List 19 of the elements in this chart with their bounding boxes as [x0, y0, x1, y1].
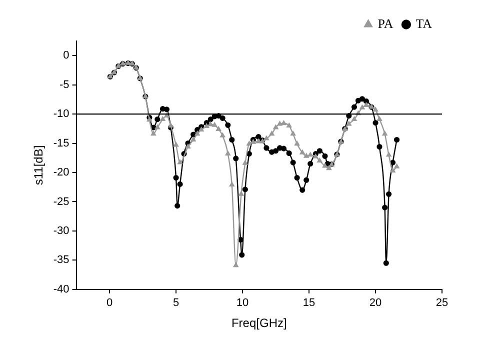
y-tick-label: -30 — [53, 224, 70, 237]
y-tick-label: -10 — [53, 108, 70, 120]
y-tick-label: -35 — [53, 254, 70, 266]
legend-label: TA — [416, 16, 433, 31]
x-tick-label: 0 — [106, 297, 113, 310]
legend-label: PA — [378, 16, 394, 31]
y-axis-title: s11[dB] — [32, 145, 46, 186]
y-tick-label: -20 — [53, 166, 70, 179]
y-tick-label: -5 — [60, 78, 70, 91]
x-tick-label: 10 — [236, 297, 249, 310]
x-tick-label: 20 — [369, 297, 382, 310]
y-tick-label: 0 — [63, 50, 70, 62]
x-tick-label: 15 — [302, 297, 316, 310]
x-tick-label: 5 — [172, 297, 180, 310]
x-tick-label: 25 — [436, 297, 448, 310]
x-axis-title: Freq[GHz] — [231, 316, 287, 330]
y-tick-label: -40 — [53, 283, 70, 296]
y-tick-label: -15 — [53, 137, 70, 150]
y-tick-label: -25 — [53, 196, 70, 208]
